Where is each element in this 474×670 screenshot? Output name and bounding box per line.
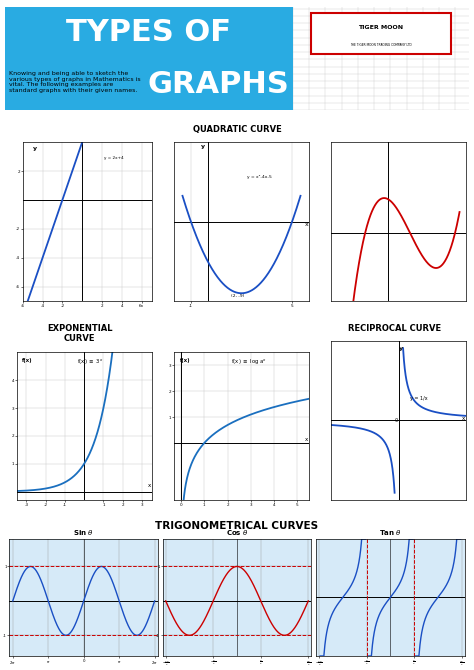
FancyBboxPatch shape [5,7,293,110]
Text: TRIGONOMETRICAL CURVES: TRIGONOMETRICAL CURVES [155,521,319,531]
Text: TIGER MOON: TIGER MOON [358,25,403,30]
FancyBboxPatch shape [144,56,293,110]
Text: QUADRATIC CURVE: QUADRATIC CURVE [192,125,282,134]
Text: THE TIGER MOON TRADING COMPANY LTD: THE TIGER MOON TRADING COMPANY LTD [350,43,412,47]
Text: LOGARITHMIC
CURVE: LOGARITHMIC CURVE [204,324,270,343]
Text: EXPONENTIAL
CURVE: EXPONENTIAL CURVE [47,324,112,343]
Text: GRAPHS: GRAPHS [147,70,289,98]
Text: CUBIC CURVE: CUBIC CURVE [363,125,426,134]
Text: TYPES OF: TYPES OF [66,18,231,47]
Text: Knowing and being able to sketch the
various types of graphs in Mathematics is
v: Knowing and being able to sketch the var… [9,71,141,93]
FancyBboxPatch shape [293,7,469,110]
Text: RECIPROCAL CURVE: RECIPROCAL CURVE [348,324,441,333]
Text: LINEAR GRAPH: LINEAR GRAPH [45,125,115,134]
FancyBboxPatch shape [311,13,451,54]
